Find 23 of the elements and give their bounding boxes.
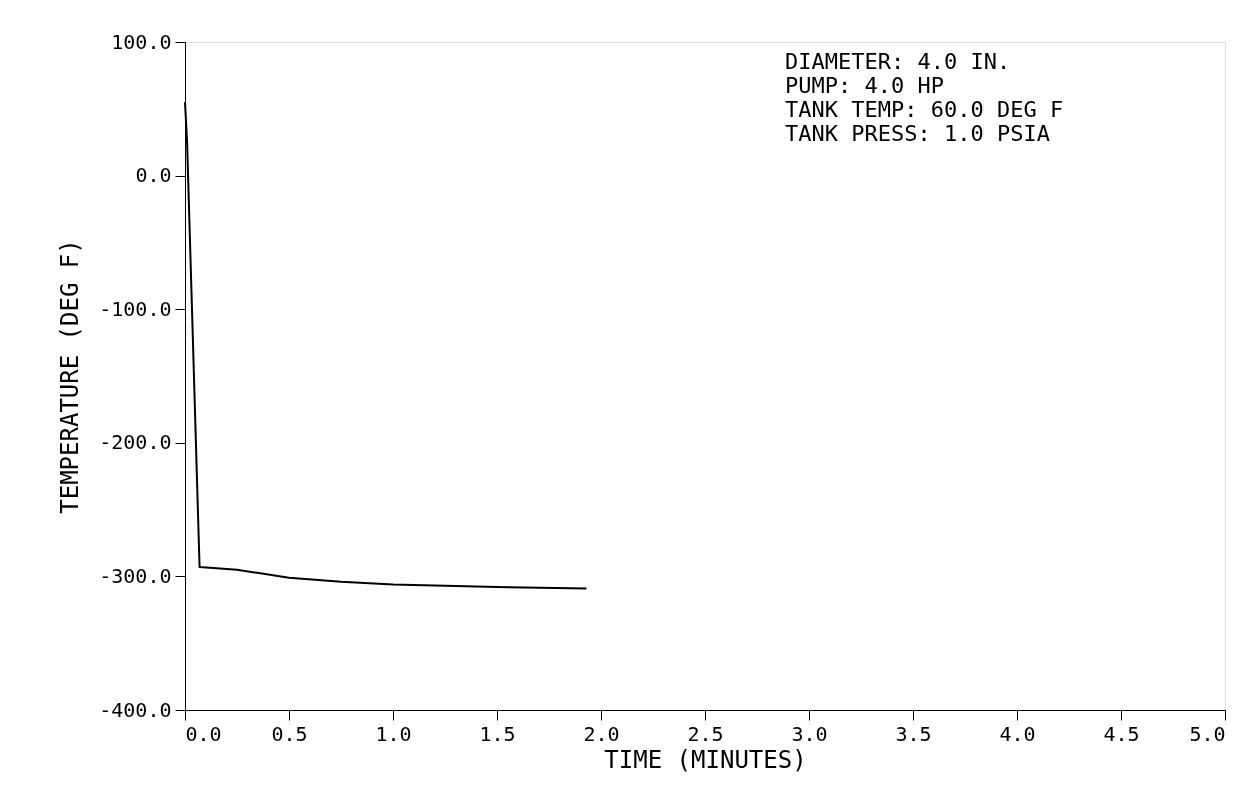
y-tick-label: 0.0 bbox=[135, 163, 172, 188]
annotation: PUMP: 4.0 HP bbox=[785, 73, 944, 98]
x-tick-label: 1.5 bbox=[479, 721, 516, 746]
x-tick-label: 3.0 bbox=[791, 721, 828, 746]
annotation: TANK PRESS: 1.0 PSIA bbox=[785, 121, 1050, 146]
x-tick-label: 0.5 bbox=[271, 721, 308, 746]
x-tick-label: 1.0 bbox=[375, 721, 412, 746]
y-tick-label: -300.0 bbox=[99, 563, 172, 588]
x-tick-label: 3.5 bbox=[895, 721, 932, 746]
y-tick-label: -200.0 bbox=[99, 430, 172, 455]
x-tick-label: 4.5 bbox=[1103, 721, 1140, 746]
annotation: TANK TEMP: 60.0 DEG F bbox=[785, 97, 1064, 122]
annotation: DIAMETER: 4.0 IN. bbox=[785, 49, 1011, 74]
y-tick-label: -400.0 bbox=[99, 697, 172, 722]
y-axis-title: TEMPERATURE (DEG F) bbox=[56, 239, 85, 514]
x-tick-label: 2.0 bbox=[583, 721, 620, 746]
x-axis-title: TIME (MINUTES) bbox=[604, 745, 807, 774]
x-tick-label: 0.0 bbox=[185, 721, 222, 746]
x-tick-label: 2.5 bbox=[687, 721, 724, 746]
y-tick-label: -100.0 bbox=[99, 296, 172, 321]
x-tick-label: 5.0 bbox=[1189, 721, 1226, 746]
x-tick-label: 4.0 bbox=[999, 721, 1036, 746]
y-tick-label: 100.0 bbox=[111, 29, 172, 54]
